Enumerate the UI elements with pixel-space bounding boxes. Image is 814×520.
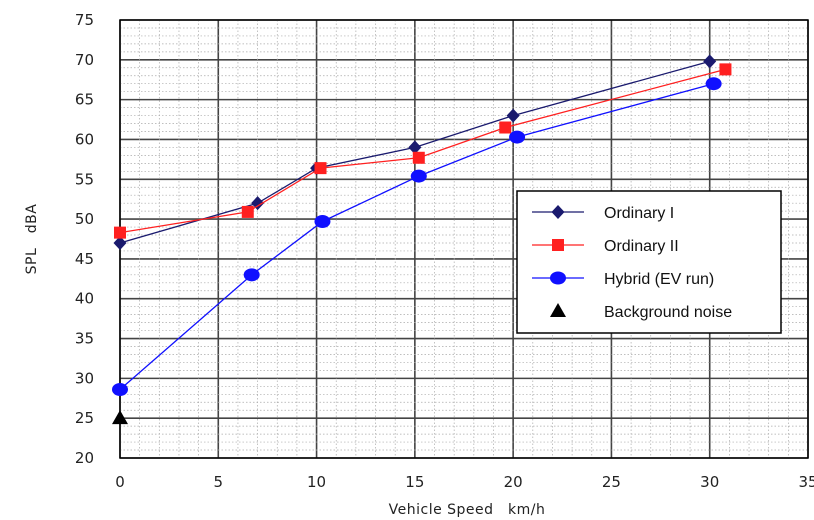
legend-marker xyxy=(552,239,564,251)
data-point xyxy=(112,410,128,425)
data-point xyxy=(241,205,254,218)
data-point xyxy=(719,63,732,76)
y-tick-label: 20 xyxy=(75,449,94,467)
legend-label: Hybrid (EV run) xyxy=(604,271,714,288)
series-3 xyxy=(112,410,128,425)
y-tick-label: 35 xyxy=(75,330,94,348)
series-line xyxy=(119,83,714,391)
y-tick-label: 45 xyxy=(75,250,94,268)
data-point xyxy=(314,214,331,228)
legend-marker xyxy=(550,271,566,285)
x-tick-label: 10 xyxy=(307,473,326,491)
x-tick-label: 20 xyxy=(504,473,523,491)
legend-item: Background noise xyxy=(550,303,732,321)
y-tick-label: 60 xyxy=(75,130,94,148)
legend-marker xyxy=(550,303,566,317)
series-2 xyxy=(112,77,722,397)
x-tick-label: 0 xyxy=(115,473,125,491)
y-tick-label: 55 xyxy=(75,170,94,188)
legend-item: Hybrid (EV run) xyxy=(532,271,714,288)
y-tick-label: 40 xyxy=(75,290,94,308)
legend-label: Ordinary II xyxy=(604,238,679,255)
series-1 xyxy=(114,63,732,239)
legend-marker xyxy=(551,205,565,219)
y-tick-label: 50 xyxy=(75,210,94,228)
x-axis-ticks: 0 5 10 15 20 25 30 35 xyxy=(115,473,814,491)
x-tick-label: 35 xyxy=(798,473,814,491)
data-point xyxy=(114,226,126,239)
data-point xyxy=(251,196,265,211)
data-point xyxy=(112,383,128,397)
x-axis-label: Vehicle Speed km/h xyxy=(389,502,546,518)
x-tick-label: 25 xyxy=(602,473,621,491)
y-axis-label: SPL dBA xyxy=(24,204,40,275)
series-layer xyxy=(112,54,732,425)
y-axis-ticks: 20 25 30 35 40 45 50 55 60 65 70 75 xyxy=(75,11,94,467)
data-point xyxy=(314,162,327,175)
data-point xyxy=(506,108,520,123)
series-line xyxy=(119,68,726,234)
data-point xyxy=(113,235,127,250)
legend-label: Ordinary I xyxy=(604,205,674,222)
y-tick-label: 30 xyxy=(75,369,94,387)
x-tick-label: 5 xyxy=(214,473,224,491)
x-tick-label: 30 xyxy=(700,473,719,491)
data-point xyxy=(703,54,717,69)
series-line xyxy=(119,60,710,244)
y-tick-label: 75 xyxy=(75,11,94,29)
data-point xyxy=(412,151,425,164)
legend: Ordinary I Ordinary II Hybrid (EV run) Back… xyxy=(516,190,782,334)
x-tick-label: 15 xyxy=(405,473,424,491)
y-tick-label: 65 xyxy=(75,91,94,109)
legend-item: Ordinary II xyxy=(532,238,679,255)
data-point xyxy=(509,130,526,144)
legend-item: Ordinary I xyxy=(532,205,674,222)
data-point xyxy=(243,268,260,282)
y-tick-label: 70 xyxy=(75,51,94,69)
data-point xyxy=(499,121,512,134)
legend-label: Background noise xyxy=(604,304,732,321)
y-tick-label: 25 xyxy=(75,409,94,427)
data-point xyxy=(705,77,722,91)
data-point xyxy=(410,169,427,183)
data-point xyxy=(408,140,422,155)
